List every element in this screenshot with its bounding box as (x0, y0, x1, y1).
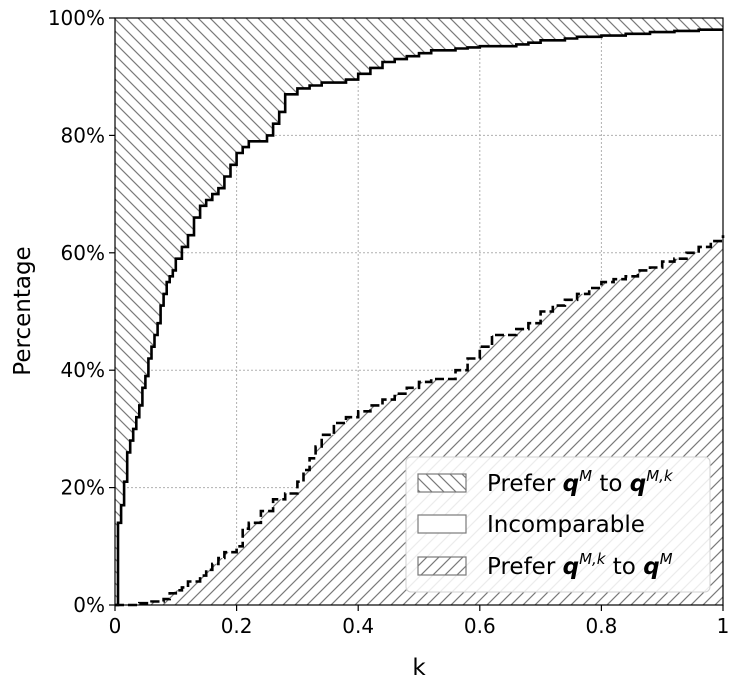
legend-swatch-incomparable (417, 514, 467, 534)
x-tick-label: 0.8 (585, 614, 617, 638)
y-tick-label: 20% (61, 476, 105, 500)
x-tick-label: 0 (109, 614, 122, 638)
legend: Prefer qM to qM,k Incomparable Prefer qM… (405, 456, 711, 593)
series-lines (115, 28, 725, 607)
y-axis-label: Percentage (10, 246, 36, 375)
area-prefer-qm (115, 18, 723, 605)
x-tick-label: 1 (717, 614, 730, 638)
legend-label-prefer-qmk: Prefer qM,k to qM (487, 550, 673, 580)
legend-box (405, 456, 711, 593)
y-tick-label: 100% (48, 6, 105, 30)
series-line-upper (115, 28, 723, 607)
legend-label-incomparable: Incomparable (487, 512, 645, 538)
x-tick-label: 0.2 (221, 614, 253, 638)
x-tick-label: 0.4 (342, 614, 374, 638)
y-tick-label: 60% (61, 241, 105, 265)
y-tick-label: 0% (73, 593, 105, 617)
y-tick-label: 40% (61, 358, 105, 382)
x-axis: 0 0.2 0.4 0.6 0.8 1 (109, 605, 730, 638)
legend-swatch-prefer-qm (417, 473, 467, 493)
x-tick-label: 0.6 (464, 614, 496, 638)
y-axis: 0% 20% 40% 60% 80% 100% (48, 6, 115, 617)
legend-swatch-prefer-qmk (417, 556, 467, 576)
y-tick-label: 80% (61, 123, 105, 147)
legend-label-prefer-qm: Prefer qM to qM,k (487, 467, 674, 497)
plot-frame (114, 17, 724, 606)
series-line-lower (115, 235, 725, 607)
x-axis-label: k (412, 655, 426, 681)
